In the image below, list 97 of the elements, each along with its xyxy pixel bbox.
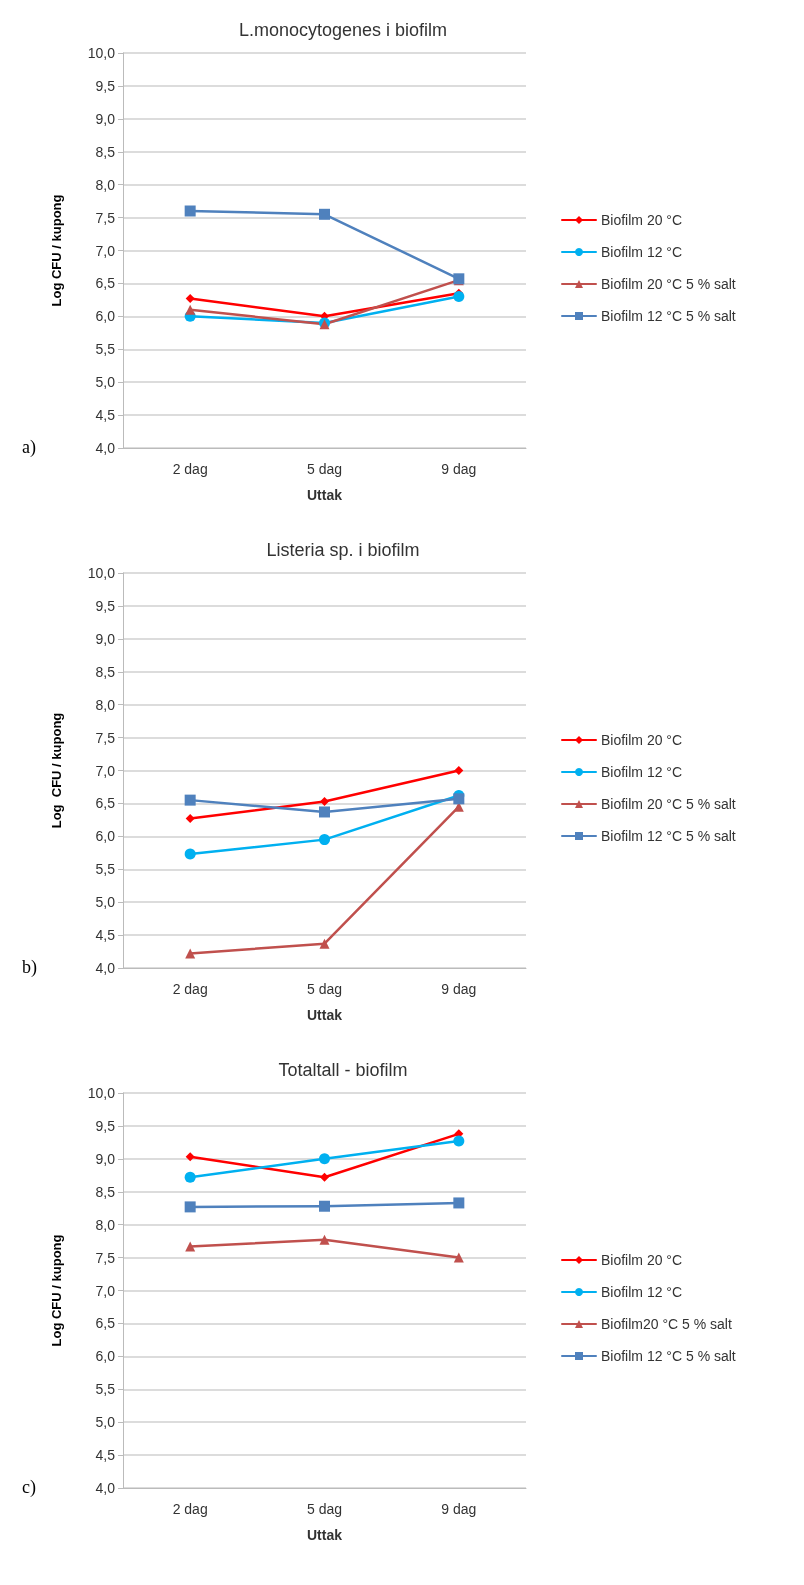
y-axis-title: Log CFU / kupong: [49, 194, 64, 307]
y-tick-label: 6,5: [95, 275, 116, 292]
legend-label: Biofilm 12 °C: [601, 764, 683, 780]
x-tick-label: 9 dag: [441, 461, 477, 477]
point: [320, 796, 329, 806]
x-axis-title: Uttak: [306, 1007, 343, 1023]
y-tick-label: 6,5: [95, 1315, 116, 1332]
y-axis-title: Log CFU / kupong: [49, 1234, 64, 1347]
y-tick-label: 5,0: [95, 374, 116, 391]
y-tick-label: 8,5: [95, 143, 116, 160]
point: [185, 1241, 196, 1252]
point: [185, 1152, 195, 1162]
legend-label: Biofilm 12 °C: [601, 1284, 683, 1300]
point: [319, 938, 330, 949]
y-axis-title: Log CFU / kupong: [49, 712, 64, 829]
y-tick-label: 10,0: [87, 45, 116, 61]
legend-label: Biofilm 12 °C 5 % salt: [601, 308, 736, 324]
point: [453, 291, 465, 303]
legend-label: Biofilm 20 °C: [601, 732, 683, 748]
y-tick-label: 10,0: [87, 565, 116, 581]
y-tick-label: 7,5: [95, 729, 116, 746]
y-tick-label: 7,0: [95, 242, 116, 259]
x-tick-label: 2 dag: [172, 1501, 208, 1517]
y-tick-label: 5,0: [95, 894, 116, 911]
point: [454, 766, 464, 775]
point: [185, 814, 195, 824]
text: a): [22, 437, 36, 458]
point: [184, 848, 196, 860]
point: [453, 1135, 465, 1147]
x-tick-label: 9 dag: [441, 981, 477, 997]
legend-label: Biofilm 20 °C: [601, 212, 683, 228]
legend-label: Biofilm20 °C 5 % salt: [601, 1316, 732, 1332]
point: [319, 1200, 330, 1212]
y-tick-label: 8,0: [95, 176, 116, 193]
y-tick-label: 10,0: [87, 1085, 116, 1101]
x-tick-label: 9 dag: [441, 1501, 477, 1517]
point: [184, 1201, 196, 1213]
legend-label: Biofilm 20 °C 5 % salt: [601, 796, 736, 812]
legend-label: Biofilm 20 °C 5 % salt: [601, 276, 736, 292]
y-tick-label: 5,5: [95, 861, 116, 878]
y-tick-label: 9,0: [95, 110, 116, 127]
point: [320, 1172, 329, 1182]
y-tick-label: 6,0: [95, 308, 116, 325]
point: [185, 294, 195, 304]
x-tick-label: 5 dag: [306, 1501, 343, 1517]
legend-label: Biofilm 12 °C 5 % salt: [601, 828, 736, 844]
point: [453, 1252, 464, 1263]
y-tick-label: 6,0: [95, 828, 116, 845]
point: [319, 1153, 330, 1165]
y-tick-label: 8,0: [95, 1216, 116, 1233]
y-tick-label: 4,0: [95, 440, 116, 456]
x-axis-title: Uttak: [306, 1527, 343, 1543]
chart-title: L.monocytogenes i biofilm: [238, 20, 448, 40]
y-tick-label: 5,5: [95, 341, 116, 358]
y-tick-label: 4,0: [95, 1480, 116, 1496]
y-tick-label: 9,0: [95, 1150, 116, 1167]
text: c): [22, 1477, 36, 1498]
x-tick-label: 2 dag: [172, 461, 208, 477]
y-tick-label: 8,5: [95, 1183, 116, 1200]
y-tick-label: 9,5: [95, 597, 116, 614]
y-tick-label: 4,5: [95, 1447, 116, 1464]
point: [185, 304, 196, 315]
y-tick-label: 4,0: [95, 960, 116, 976]
y-tick-label: 7,5: [95, 1249, 116, 1266]
point: [319, 806, 330, 818]
x-tick-label: 5 dag: [306, 461, 343, 477]
y-tick-label: 9,5: [95, 77, 116, 94]
text: b): [22, 957, 37, 978]
y-tick-label: 7,0: [95, 762, 116, 779]
legend-label: Biofilm 12 °C 5 % salt: [601, 1348, 736, 1364]
legend-label: Biofilm 12 °C: [601, 244, 683, 260]
y-tick-label: 5,5: [95, 1381, 116, 1398]
y-tick-label: 6,0: [95, 1348, 116, 1365]
chart-title: Totaltall - biofilm: [278, 1060, 408, 1080]
point: [184, 1171, 196, 1183]
y-tick-label: 7,0: [95, 1282, 116, 1299]
y-tick-label: 4,5: [95, 407, 116, 424]
y-tick-label: 5,0: [95, 1414, 116, 1431]
x-tick-label: 2 dag: [172, 981, 208, 997]
point: [453, 1197, 465, 1209]
point: [319, 208, 330, 220]
y-tick-label: 9,5: [95, 1117, 116, 1134]
point: [319, 1234, 330, 1245]
point: [185, 948, 196, 959]
point: [184, 205, 196, 217]
y-tick-label: 7,5: [95, 209, 116, 226]
chart-title: Listeria sp. i biofilm: [266, 540, 420, 560]
y-tick-label: 6,5: [95, 795, 116, 812]
y-tick-label: 9,0: [95, 630, 116, 647]
y-tick-label: 8,0: [95, 696, 116, 713]
legend-label: Biofilm 20 °C: [601, 1252, 683, 1268]
x-tick-label: 5 dag: [306, 981, 343, 997]
point: [319, 834, 330, 846]
y-tick-label: 4,5: [95, 927, 116, 944]
x-axis-title: Uttak: [306, 487, 343, 503]
y-tick-label: 8,5: [95, 663, 116, 680]
point: [184, 794, 196, 806]
